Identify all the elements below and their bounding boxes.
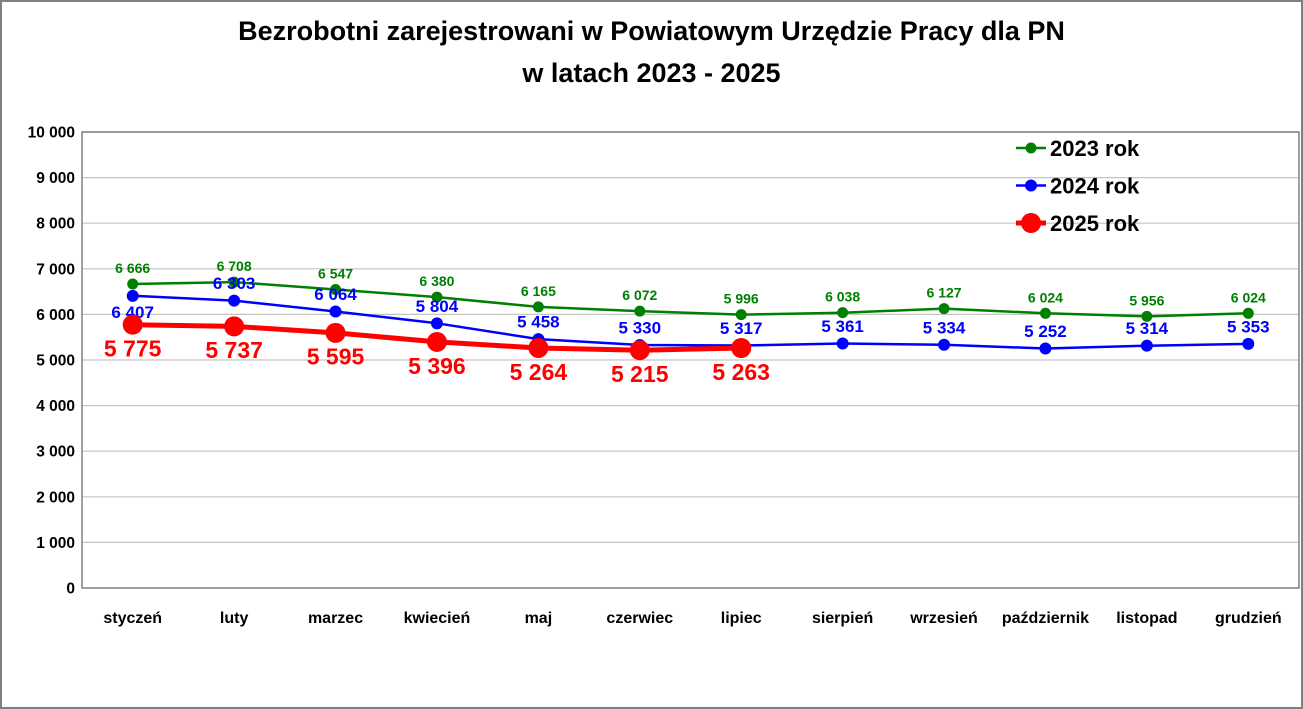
data-point-2024-rok <box>836 337 849 350</box>
data-point-2025-rok <box>122 314 143 335</box>
data-point-2023-rok <box>837 307 849 319</box>
data-label-2025-rok: 5 396 <box>408 353 466 379</box>
y-tick-label: 9 000 <box>36 170 75 187</box>
legend-label: 2024 rok <box>1050 174 1140 199</box>
x-tick-label: luty <box>220 610 249 627</box>
data-label-2023-rok: 6 024 <box>1028 289 1063 305</box>
x-tick-label: grudzień <box>1215 610 1282 627</box>
data-label-2024-rok: 5 314 <box>1126 319 1169 338</box>
legend-swatch-marker <box>1021 213 1041 233</box>
y-tick-label: 0 <box>66 581 75 598</box>
series-line-2023-rok <box>132 280 1249 318</box>
data-label-2025-rok: 5 264 <box>510 359 568 385</box>
data-point-2023-rok <box>532 301 544 313</box>
data-point-2023-rok <box>938 303 950 315</box>
data-point-2025-rok <box>325 322 346 343</box>
x-tick-label: czerwiec <box>606 610 673 627</box>
y-tick-label: 10 000 <box>28 125 75 142</box>
chart-title-line2: w latach 2023 - 2025 <box>522 58 781 88</box>
data-point-2023-rok <box>330 283 342 295</box>
chart-title-line1: Bezrobotni zarejestrowani w Powiatowym U… <box>238 16 1065 46</box>
data-label-2023-rok: 6 127 <box>927 285 962 301</box>
y-tick-label: 6 000 <box>36 307 75 324</box>
data-label-2024-rok: 5 353 <box>1227 317 1270 336</box>
data-label-2025-rok: 5 737 <box>205 337 263 363</box>
data-label-2023-rok: 6 666 <box>115 260 150 276</box>
data-point-2023-rok <box>228 276 240 288</box>
data-point-2024-rok <box>126 289 139 302</box>
data-label-2024-rok: 5 330 <box>619 318 662 337</box>
data-label-2024-rok: 6 407 <box>111 303 154 322</box>
x-tick-label: marzec <box>308 610 363 627</box>
data-label-2023-rok: 6 072 <box>622 287 657 303</box>
data-label-2024-rok: 5 804 <box>416 297 459 316</box>
x-tick-label: październik <box>1002 610 1089 627</box>
legend-swatch-marker <box>1025 142 1037 154</box>
data-label-2025-rok: 5 263 <box>712 359 770 385</box>
data-label-2025-rok: 5 595 <box>307 344 365 370</box>
chart-title: Bezrobotni zarejestrowani w Powiatowym U… <box>2 10 1301 94</box>
plot-border <box>81 131 1300 589</box>
data-label-2024-rok: 5 458 <box>517 313 560 332</box>
data-label-2024-rok: 6 064 <box>314 285 357 304</box>
data-label-2024-rok: 6 303 <box>213 274 256 293</box>
x-tick-label: lipiec <box>721 610 762 627</box>
data-label-2024-rok: 5 252 <box>1024 322 1067 341</box>
data-point-2023-rok <box>127 278 139 290</box>
data-label-2025-rok: 5 775 <box>104 336 162 362</box>
data-point-2025-rok <box>426 331 447 352</box>
data-point-2025-rok <box>629 340 650 361</box>
data-point-2024-rok <box>938 338 951 351</box>
data-point-2023-rok <box>735 309 747 321</box>
data-point-2025-rok <box>224 316 245 337</box>
data-label-2023-rok: 6 380 <box>419 273 454 289</box>
y-tick-label: 3 000 <box>36 444 75 461</box>
y-tick-label: 8 000 <box>36 216 75 233</box>
data-label-2023-rok: 5 956 <box>1129 292 1164 308</box>
data-label-2023-rok: 6 165 <box>521 283 556 299</box>
data-point-2023-rok <box>1242 307 1254 319</box>
data-label-2023-rok: 6 547 <box>318 265 353 281</box>
legend-label: 2023 rok <box>1050 136 1140 161</box>
data-point-2024-rok <box>329 305 342 318</box>
x-tick-label: sierpień <box>812 610 873 627</box>
data-label-2024-rok: 5 334 <box>923 318 966 337</box>
x-tick-label: kwiecień <box>404 610 471 627</box>
x-tick-label: maj <box>525 610 553 627</box>
y-tick-label: 7 000 <box>36 261 75 278</box>
data-label-2025-rok: 5 215 <box>611 361 669 387</box>
data-label-2024-rok: 5 361 <box>821 317 864 336</box>
y-tick-label: 1 000 <box>36 535 75 552</box>
data-point-2025-rok <box>528 337 549 358</box>
data-label-2023-rok: 6 038 <box>825 289 860 305</box>
data-point-2024-rok <box>1140 339 1153 352</box>
legend-swatch-marker <box>1025 179 1037 192</box>
data-point-2024-rok <box>430 317 443 330</box>
data-label-2023-rok: 6 708 <box>217 258 252 274</box>
data-point-2023-rok <box>1039 307 1051 319</box>
y-tick-label: 2 000 <box>36 489 75 506</box>
data-point-2024-rok <box>1039 342 1052 355</box>
data-point-2024-rok <box>1242 337 1255 350</box>
data-point-2025-rok <box>731 338 752 359</box>
y-tick-label: 5 000 <box>36 353 75 370</box>
series-line-2024-rok <box>132 294 1249 350</box>
y-tick-label: 4 000 <box>36 398 75 415</box>
data-label-2023-rok: 5 996 <box>724 291 759 307</box>
x-tick-label: wrzesień <box>909 610 978 627</box>
data-point-2023-rok <box>634 305 646 317</box>
x-tick-label: styczeń <box>103 610 162 627</box>
x-tick-label: listopad <box>1116 610 1177 627</box>
data-point-2023-rok <box>1141 310 1153 322</box>
data-label-2023-rok: 6 024 <box>1231 289 1266 305</box>
data-point-2023-rok <box>431 291 443 303</box>
legend-label: 2025 rok <box>1050 211 1140 236</box>
data-label-2024-rok: 5 317 <box>720 319 763 338</box>
data-point-2024-rok <box>228 294 241 307</box>
